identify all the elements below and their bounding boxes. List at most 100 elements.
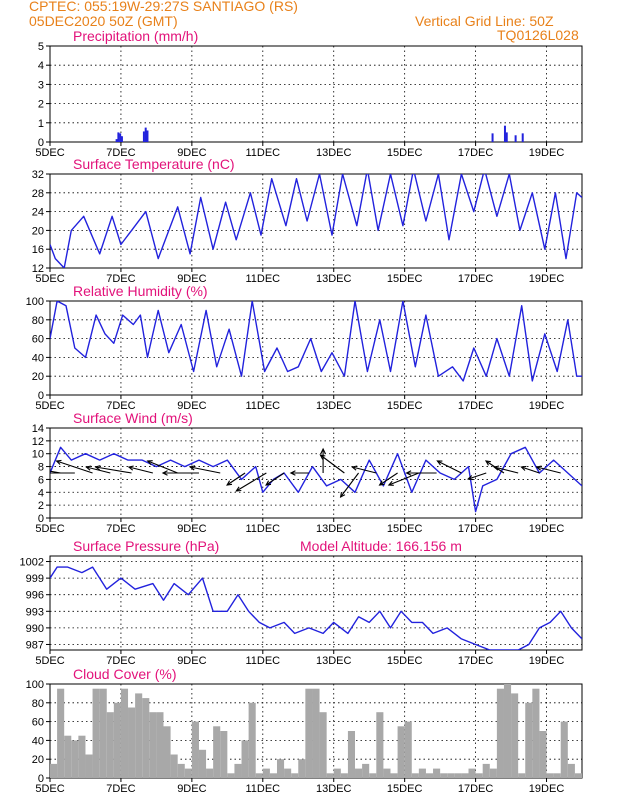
wind-vector <box>320 447 326 473</box>
panel-rh: 0 20 40 60 80 100 5DEC 7DEC 9DEC 11DEC 13DEC 15DEC 1… <box>26 283 583 412</box>
cloud-bar <box>418 768 426 778</box>
cloud-bar <box>553 773 561 778</box>
cloud-bar <box>206 768 214 778</box>
cloud-bar <box>546 773 554 778</box>
cloud-bar <box>85 754 93 778</box>
precip-bar <box>514 135 517 142</box>
panel-title: Surface Temperature (nC) <box>73 156 235 172</box>
wind-vector <box>188 465 221 474</box>
wind-vector <box>55 459 93 474</box>
x-tick-label: 19DEC <box>529 400 565 412</box>
cloud-bar <box>276 759 285 778</box>
wind-vector <box>50 472 75 474</box>
panel-precip: 0 1 2 3 4 5 5DEC 7DEC 9DEC 11DEC 13DEC 15DEC 17DEC 19… <box>35 28 583 159</box>
cloud-bar <box>539 731 547 778</box>
cloud-bar <box>234 763 242 778</box>
precip-bar <box>117 132 120 142</box>
pres-line <box>50 566 582 650</box>
plot-area <box>50 301 582 382</box>
x-tick-label: 19DEC <box>529 523 565 535</box>
panel-temp: 12 16 20 24 28 32 5DEC 7DEC 9DEC 11DEC 13DEC 15DEC 1… <box>32 156 583 285</box>
precip-bar <box>521 133 524 142</box>
wind-vector <box>226 472 246 486</box>
precip-bar <box>491 133 494 142</box>
y-tick-label: 0 <box>38 137 44 149</box>
cloud-bar <box>184 768 192 778</box>
cloud-bar <box>482 763 490 778</box>
cloud-bar <box>326 773 334 778</box>
y-tick-label: 6 <box>38 474 44 486</box>
y-tick-label: 0 <box>38 773 44 785</box>
x-tick-label: 19DEC <box>529 273 565 285</box>
y-tick-label: 60 <box>32 717 44 729</box>
cloud-bar <box>113 702 121 778</box>
x-tick-label: 7DEC <box>106 400 135 412</box>
cloud-bar <box>475 773 483 778</box>
cloud-bar <box>362 763 370 778</box>
wind-vector <box>235 472 267 492</box>
cloud-bar <box>489 768 497 778</box>
x-tick-label: 13DEC <box>316 655 352 667</box>
cloud-bar <box>163 726 171 778</box>
x-tick-label: 9DEC <box>177 655 206 667</box>
cloud-bar <box>255 773 263 778</box>
x-tick-label: 13DEC <box>316 273 352 285</box>
x-tick-label: 15DEC <box>387 783 423 795</box>
y-tick-label: 5 <box>38 41 44 53</box>
cloud-bar <box>560 721 568 778</box>
y-tick-label: 28 <box>32 188 44 200</box>
cloud-bar <box>106 712 114 778</box>
x-tick-label: 17DEC <box>458 273 494 285</box>
x-tick-label: 11DEC <box>245 523 280 535</box>
y-tick-label: 40 <box>32 735 44 747</box>
cloud-bar <box>71 740 79 778</box>
y-tick-label: 987 <box>26 639 44 651</box>
wind-vector <box>161 470 199 476</box>
x-tick-label: 17DEC <box>458 147 494 159</box>
wind-vector <box>339 472 359 499</box>
cloud-bar <box>170 754 178 778</box>
header-station: CPTEC: 055:19W-29:27S SANTIAGO (RS) <box>29 0 298 14</box>
cloud-bar <box>191 721 199 778</box>
y-tick-label: 12 <box>32 263 44 275</box>
x-tick-label: 15DEC <box>387 147 423 159</box>
x-tick-label: 5DEC <box>35 655 64 667</box>
rh-line <box>50 301 582 382</box>
cloud-bar <box>574 773 582 778</box>
plot-area <box>50 566 582 650</box>
x-tick-label: 15DEC <box>387 523 423 535</box>
x-tick-label: 11DEC <box>245 400 280 412</box>
y-tick-label: 40 <box>32 352 44 364</box>
cloud-bar <box>376 712 384 778</box>
cloud-bar <box>298 759 306 778</box>
cloud-bar <box>78 735 86 778</box>
x-tick-label: 15DEC <box>387 273 423 285</box>
cloud-bar <box>177 763 185 778</box>
plot-area <box>50 446 582 513</box>
cloud-bar <box>269 773 277 778</box>
x-tick-label: 13DEC <box>316 523 352 535</box>
y-tick-label: 8 <box>38 462 44 474</box>
x-tick-label: 9DEC <box>177 523 206 535</box>
x-tick-label: 7DEC <box>106 655 135 667</box>
x-tick-label: 11DEC <box>245 147 280 159</box>
cloud-bar <box>461 773 469 778</box>
x-tick-label: 7DEC <box>106 147 135 159</box>
panel-title: Relative Humidity (%) <box>73 283 208 299</box>
wind-vector <box>50 470 61 474</box>
cloud-bar <box>135 693 143 778</box>
y-tick-label: 100 <box>26 296 44 308</box>
cloud-bar <box>397 726 405 778</box>
panel-title: Precipitation (mm/h) <box>73 28 198 44</box>
x-tick-label: 13DEC <box>316 147 352 159</box>
precip-bar <box>142 131 145 142</box>
wind-vector <box>265 472 285 486</box>
y-tick-label: 4 <box>38 60 44 72</box>
cloud-bar <box>92 688 100 778</box>
wind-vector <box>319 454 345 474</box>
x-tick-label: 7DEC <box>106 783 135 795</box>
precip-bar <box>115 139 118 142</box>
x-tick-label: 13DEC <box>316 400 352 412</box>
panel-subtitle: Model Altitude: 166.156 m <box>300 538 462 554</box>
y-tick-label: 20 <box>32 225 44 237</box>
